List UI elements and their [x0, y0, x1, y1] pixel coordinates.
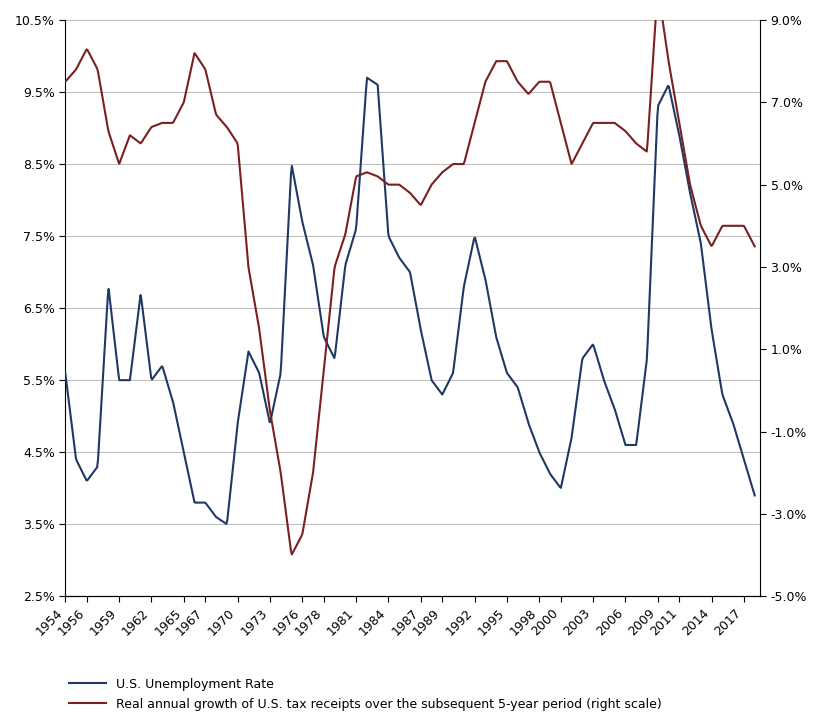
- Legend: U.S. Unemployment Rate, Real annual growth of U.S. tax receipts over the subsequ: U.S. Unemployment Rate, Real annual grow…: [64, 672, 667, 716]
